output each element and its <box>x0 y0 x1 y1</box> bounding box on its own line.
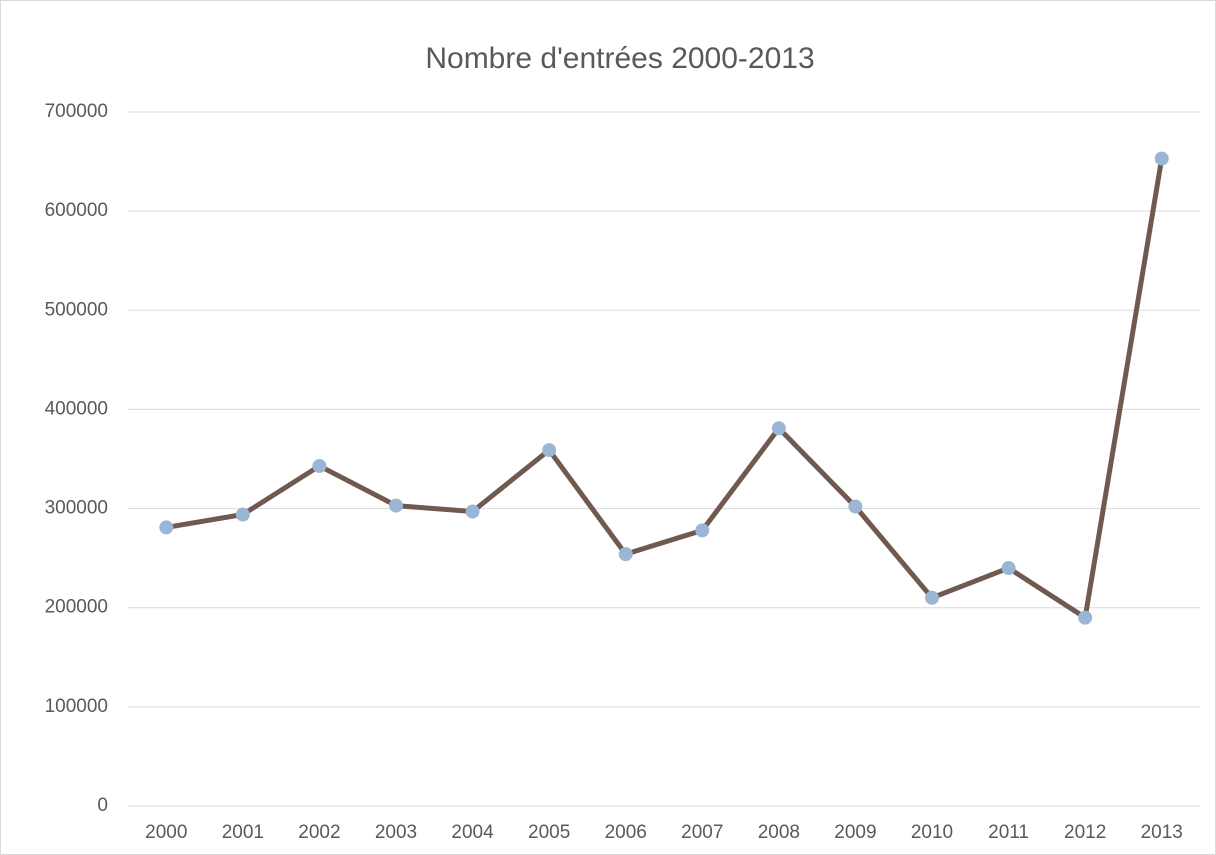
y-tick-label: 0 <box>97 795 108 816</box>
x-tick-label: 2006 <box>605 822 647 843</box>
x-tick-label: 2004 <box>451 822 494 843</box>
marker <box>389 498 403 513</box>
x-tick-label: 2007 <box>681 822 723 843</box>
marker <box>542 443 557 458</box>
x-tick-label: 2005 <box>528 822 570 843</box>
y-tick-label: 200000 <box>45 597 108 618</box>
y-tick-label: 100000 <box>45 696 108 717</box>
x-tick-label: 2001 <box>222 822 264 843</box>
y-tick-label: 400000 <box>45 398 108 419</box>
marker <box>771 421 786 436</box>
marker <box>925 590 939 605</box>
marker <box>1078 610 1093 625</box>
x-tick-label: 2011 <box>988 822 1029 843</box>
chart-title: Nombre d'entrées 2000-2013 <box>425 42 814 75</box>
x-tick-label: 2000 <box>145 822 187 843</box>
x-tick-label: 2010 <box>911 822 953 843</box>
x-tick-label: 2009 <box>834 822 876 843</box>
marker <box>1154 151 1169 166</box>
x-tick-label: 2013 <box>1141 822 1183 843</box>
x-tick-label: 2008 <box>758 822 800 843</box>
marker <box>618 547 633 562</box>
marker <box>1001 561 1016 576</box>
marker <box>695 523 710 538</box>
marker <box>235 507 250 522</box>
marker <box>159 520 174 535</box>
x-tick-label: 2012 <box>1064 822 1106 843</box>
line <box>163 156 1165 621</box>
y-tick-label: 500000 <box>45 299 108 320</box>
y-tick-label: 300000 <box>45 498 108 519</box>
marker <box>312 458 327 473</box>
y-tick-label: 600000 <box>45 200 108 221</box>
y-tick-label: 700000 <box>45 101 108 122</box>
x-tick-label: 2003 <box>375 822 417 843</box>
x-tick-label: 2002 <box>298 822 340 843</box>
marker <box>848 499 863 514</box>
marker <box>465 504 480 519</box>
